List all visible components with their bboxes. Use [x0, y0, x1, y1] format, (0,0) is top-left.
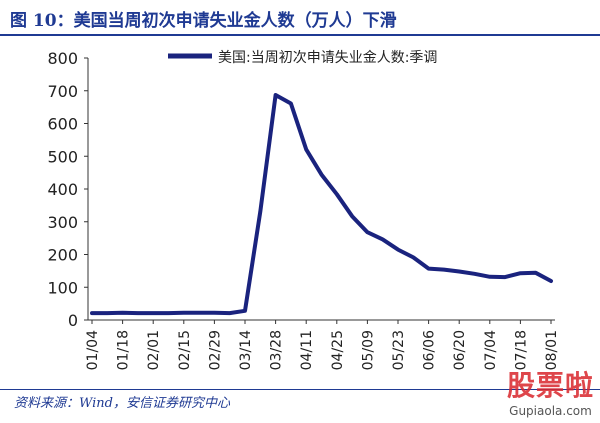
x-tick-label: 01/18	[116, 330, 132, 370]
x-tick-label: 07/04	[483, 330, 499, 370]
x-tick-label: 04/11	[299, 330, 315, 370]
y-tick-label: 200	[47, 246, 78, 265]
chart-title: 图 10：美国当周初次申请失业金人数（万人）下滑	[10, 11, 397, 31]
y-tick-label: 800	[47, 49, 78, 68]
y-axis: 0 100 200 300 400 500 600 700 800	[47, 49, 89, 330]
x-tick-label: 03/28	[269, 330, 285, 370]
y-tick-label: 500	[47, 147, 78, 166]
y-tick-label: 0	[68, 311, 78, 330]
x-tick-label: 05/23	[391, 330, 407, 370]
legend: 美国:当周初次申请失业金人数:季调	[168, 49, 437, 66]
watermark-logo: 股票啦 Gupiaola.com	[507, 364, 594, 418]
x-tick-label: 06/20	[452, 330, 468, 370]
source-divider	[0, 389, 600, 390]
x-tick-label: 01/04	[85, 330, 101, 370]
x-tick-label: 02/15	[177, 330, 193, 370]
x-tick-label: 06/06	[422, 330, 438, 370]
x-axis: 01/04 01/18 02/01 02/15 02/29 03/14 03/28 04/11…	[85, 319, 560, 370]
watermark-main: 股票啦	[506, 369, 594, 402]
watermark-url: Gupiaola.com	[509, 404, 592, 418]
series-line-path	[90, 93, 553, 316]
x-tick-label: 05/09	[360, 330, 376, 370]
source-note: 资料来源：Wind，安信证券研究中心	[14, 396, 230, 411]
x-tick-label: 04/25	[330, 330, 346, 370]
y-tick-label: 300	[47, 213, 78, 232]
title-divider	[0, 34, 600, 36]
y-tick-label: 400	[47, 180, 78, 199]
series-line	[90, 93, 553, 316]
y-tick-label: 600	[47, 115, 78, 134]
x-tick-label: 03/14	[238, 330, 254, 370]
line-chart: 美国:当周初次申请失业金人数:季调 0 100 200 300 400 500 600 700…	[47, 49, 560, 370]
x-tick-label: 07/18	[513, 330, 529, 370]
x-tick-label: 02/01	[146, 330, 162, 370]
y-tick-label: 700	[47, 82, 78, 101]
y-tick-label: 100	[47, 278, 78, 297]
legend-label: 美国:当周初次申请失业金人数:季调	[218, 49, 437, 66]
x-tick-label: 02/29	[207, 330, 223, 370]
x-tick-label: 08/01	[544, 330, 560, 370]
